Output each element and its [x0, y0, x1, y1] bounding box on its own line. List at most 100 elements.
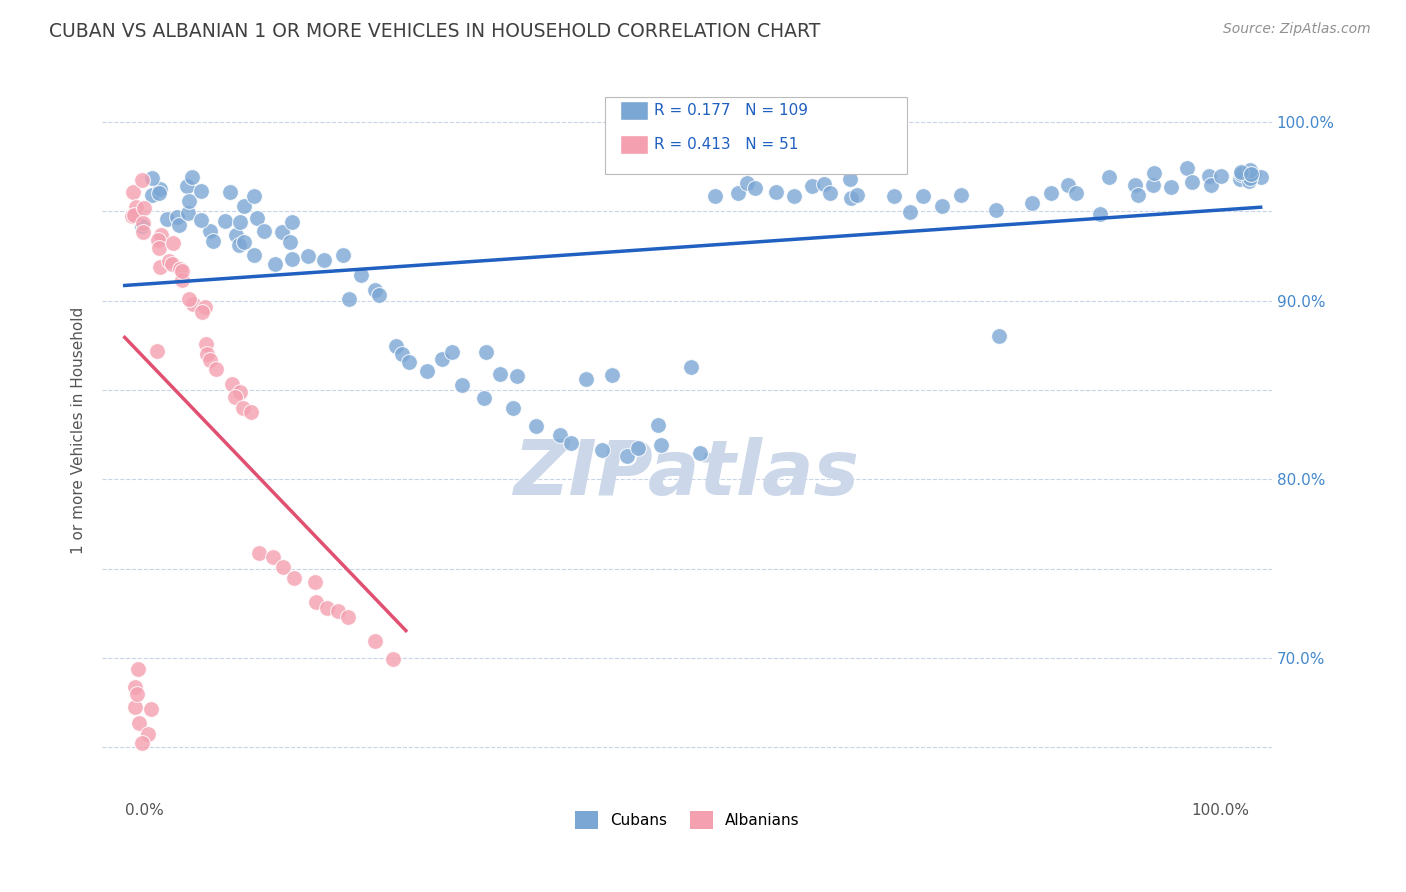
Point — [838, 172, 860, 186]
Point — [735, 176, 758, 190]
Point — [246, 211, 269, 225]
Point — [1241, 167, 1264, 181]
Point — [233, 235, 256, 249]
Point — [141, 188, 163, 202]
Point — [239, 405, 262, 419]
Point — [166, 210, 188, 224]
Point — [1241, 168, 1264, 182]
Point — [170, 263, 193, 277]
Point — [765, 186, 787, 200]
Point — [1160, 179, 1182, 194]
Point — [281, 252, 304, 266]
Point — [616, 449, 638, 463]
Y-axis label: 1 or more Vehicles in Household: 1 or more Vehicles in Household — [72, 307, 86, 554]
Point — [326, 604, 349, 618]
Point — [744, 181, 766, 195]
Point — [336, 610, 359, 624]
Point — [157, 253, 180, 268]
Point — [1239, 171, 1261, 186]
Text: ZIPatlas: ZIPatlas — [515, 437, 860, 510]
Point — [679, 359, 702, 374]
Point — [898, 204, 921, 219]
Point — [134, 201, 156, 215]
Point — [950, 187, 973, 202]
Point — [1021, 195, 1043, 210]
Point — [1199, 178, 1222, 193]
Point — [312, 253, 335, 268]
Point — [364, 633, 387, 648]
Point — [253, 224, 276, 238]
Point — [214, 214, 236, 228]
Point — [264, 257, 287, 271]
Text: CUBAN VS ALBANIAN 1 OR MORE VEHICLES IN HOUSEHOLD CORRELATION CHART: CUBAN VS ALBANIAN 1 OR MORE VEHICLES IN … — [49, 22, 821, 41]
Point — [800, 179, 823, 194]
Point — [221, 377, 243, 392]
Point — [689, 446, 711, 460]
Point — [1209, 169, 1232, 183]
Point — [703, 189, 725, 203]
Point — [127, 662, 149, 676]
Point — [332, 248, 354, 262]
Point — [167, 219, 190, 233]
Point — [1088, 207, 1111, 221]
Point — [382, 652, 405, 666]
Point — [176, 178, 198, 193]
Point — [472, 392, 495, 406]
Point — [198, 224, 221, 238]
Point — [131, 219, 153, 233]
Point — [1230, 165, 1253, 179]
Point — [1181, 175, 1204, 189]
Point — [283, 571, 305, 585]
Text: Source: ZipAtlas.com: Source: ZipAtlas.com — [1223, 22, 1371, 37]
Point — [560, 436, 582, 450]
Point — [232, 401, 254, 416]
Point — [1126, 187, 1149, 202]
Point — [591, 443, 613, 458]
Point — [337, 292, 360, 306]
Point — [305, 595, 328, 609]
Text: 100.0%: 100.0% — [1191, 803, 1250, 818]
Point — [783, 188, 806, 202]
Point — [415, 364, 437, 378]
Point — [1175, 161, 1198, 175]
Point — [1250, 169, 1272, 184]
Point — [181, 297, 204, 311]
Point — [228, 238, 250, 252]
Point — [229, 385, 252, 400]
Point — [1123, 178, 1146, 192]
Point — [180, 169, 202, 184]
Point — [177, 206, 200, 220]
Point — [931, 199, 953, 213]
Point — [1239, 163, 1261, 178]
Text: R = 0.177   N = 109: R = 0.177 N = 109 — [654, 103, 808, 118]
Point — [1240, 167, 1263, 181]
Point — [262, 550, 284, 565]
Point — [150, 227, 173, 242]
Point — [122, 185, 145, 199]
Point — [124, 680, 146, 694]
Point — [198, 353, 221, 368]
Point — [122, 208, 145, 222]
Point — [160, 257, 183, 271]
Point — [121, 209, 143, 223]
Point — [125, 200, 148, 214]
Point — [229, 215, 252, 229]
Text: R = 0.413   N = 51: R = 0.413 N = 51 — [654, 137, 799, 152]
Point — [190, 213, 212, 227]
Point — [489, 367, 512, 381]
Point — [146, 233, 169, 247]
Point — [441, 345, 464, 359]
Point — [224, 390, 246, 404]
Point — [364, 283, 387, 297]
Point — [818, 186, 841, 201]
Point — [315, 601, 337, 615]
Point — [124, 700, 146, 714]
Point — [475, 345, 498, 359]
Point — [162, 235, 184, 250]
Point — [131, 736, 153, 750]
Point — [451, 377, 474, 392]
Point — [170, 273, 193, 287]
Point — [156, 211, 179, 226]
Point — [304, 575, 326, 590]
Point — [987, 328, 1010, 343]
